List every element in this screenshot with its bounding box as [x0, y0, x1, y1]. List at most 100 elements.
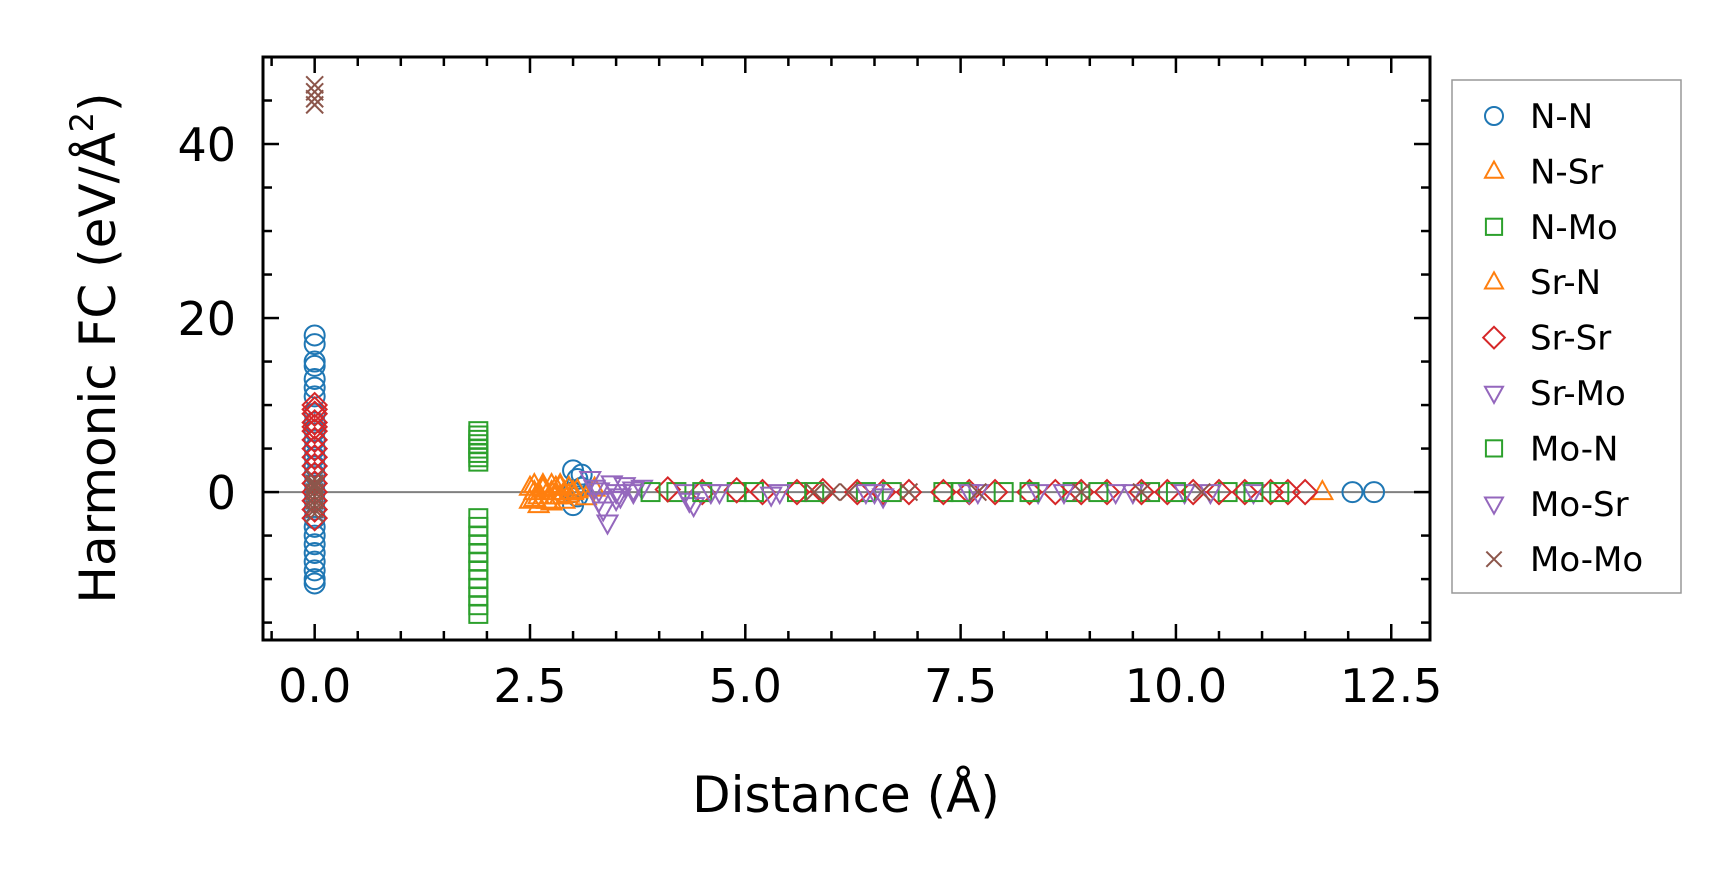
- data-point-sr-n: [565, 477, 590, 499]
- y-tick-label: 20: [177, 292, 236, 346]
- data-point-sr-mo: [604, 484, 628, 506]
- legend-marker-n-n: [1484, 106, 1504, 126]
- data-point-sr-sr: [301, 426, 329, 454]
- data-point-mo-mo: [305, 89, 324, 108]
- x-tick-label: 10.0: [1125, 659, 1227, 713]
- legend-label-n-n: N-N: [1530, 97, 1593, 137]
- legend-frame: [1451, 79, 1682, 594]
- data-point-sr-mo: [677, 492, 702, 514]
- data-point-n-n: [303, 324, 326, 347]
- data-point-mo-n: [1165, 482, 1186, 503]
- data-point-sr-sr: [1093, 478, 1121, 506]
- data-point-n-n: [303, 411, 326, 434]
- x-tick-label: 12.5: [1340, 659, 1442, 713]
- legend-marker-sr-n: [1483, 270, 1505, 290]
- legend-marker-mo-mo: [1485, 550, 1503, 568]
- data-point-mo-mo: [968, 482, 988, 502]
- legend-item-mo-mo: Mo-Mo: [1485, 540, 1643, 580]
- data-point-mo-mo: [305, 482, 324, 502]
- legend-label-sr-n: Sr-N: [1530, 263, 1601, 303]
- data-point-sr-n: [548, 473, 572, 495]
- data-point-sr-sr: [1205, 478, 1233, 506]
- data-point-n-n: [303, 402, 326, 425]
- data-point-sr-sr: [1231, 478, 1259, 506]
- legend-item-sr-n: Sr-N: [1483, 263, 1601, 303]
- data-point-sr-sr: [301, 504, 329, 532]
- data-point-n-n: [303, 533, 326, 556]
- data-point-mo-n: [1269, 482, 1290, 503]
- data-point-mo-n: [804, 482, 825, 503]
- x-tick-label: 0.0: [278, 659, 351, 713]
- data-point-n-mo: [993, 482, 1014, 503]
- data-point-n-mo: [468, 603, 489, 624]
- data-point-n-n: [303, 446, 326, 469]
- data-point-sr-sr: [301, 395, 329, 423]
- legend-marker-sr-sr: [1481, 325, 1507, 350]
- data-point-mo-mo: [1132, 482, 1151, 502]
- data-point-sr-sr: [301, 413, 329, 441]
- data-point-sr-sr: [301, 443, 329, 471]
- data-point-mo-sr: [604, 491, 628, 513]
- data-point-n-n: [303, 385, 326, 408]
- data-point-mo-n: [640, 482, 661, 503]
- legend-item-mo-n: Mo-N: [1484, 429, 1618, 469]
- data-point-n-n: [1363, 481, 1386, 504]
- data-point-sr-mo: [630, 479, 654, 501]
- data-point-sr-n: [557, 481, 581, 503]
- x-tick-label: 2.5: [493, 659, 566, 713]
- data-point-mo-n: [1088, 482, 1109, 503]
- data-point-sr-mo: [1103, 484, 1128, 506]
- legend-marker-sr-mo: [1483, 385, 1505, 405]
- data-point-mo-mo: [305, 495, 324, 515]
- data-point-n-n: [303, 428, 326, 451]
- data-point-mo-mo: [305, 95, 324, 115]
- data-point-mo-mo: [305, 75, 324, 95]
- data-point-sr-sr: [1291, 478, 1319, 506]
- data-point-sr-n: [531, 476, 555, 498]
- data-point-sr-sr: [809, 477, 837, 505]
- data-point-n-n: [303, 376, 326, 399]
- data-point-mo-sr: [1198, 484, 1223, 506]
- legend-item-n-n: N-N: [1484, 97, 1593, 137]
- x-tick-label: 5.0: [709, 659, 782, 713]
- data-point-n-n: [303, 367, 326, 390]
- data-point-mo-mo: [1192, 482, 1211, 502]
- data-point-n-n: [570, 463, 593, 486]
- data-point-n-n: [303, 559, 326, 582]
- data-point-mo-sr: [699, 484, 723, 506]
- data-point-n-n: [303, 541, 326, 564]
- data-point-sr-sr: [301, 391, 329, 419]
- data-point-mo-sr: [759, 486, 783, 508]
- data-point-sr-mo: [591, 501, 615, 523]
- data-point-sr-sr: [301, 409, 329, 436]
- data-point-n-n: [303, 454, 326, 477]
- data-point-mo-n: [1019, 482, 1040, 503]
- data-point-sr-mo: [595, 514, 620, 536]
- data-point-mo-mo: [1071, 482, 1091, 502]
- data-point-sr-mo: [582, 479, 607, 501]
- legend-label-mo-n: Mo-N: [1530, 429, 1618, 469]
- data-point-n-n: [1341, 481, 1364, 504]
- data-point-mo-n: [1243, 482, 1264, 503]
- data-point-mo-sr: [587, 482, 611, 504]
- data-point-n-n: [303, 524, 326, 547]
- legend-marker-n-sr: [1483, 159, 1505, 179]
- data-point-n-mo: [468, 451, 489, 472]
- data-point-mo-mo: [305, 475, 324, 495]
- y-axis-label-main: Harmonic FC (eV/Å: [69, 132, 127, 603]
- data-point-n-n: [303, 550, 326, 573]
- data-point-sr-sr: [301, 417, 329, 445]
- legend-item-sr-sr: Sr-Sr: [1481, 319, 1611, 359]
- y-axis-label-superscript: 2: [63, 112, 101, 132]
- y-tick-label: 0: [207, 466, 236, 520]
- data-point-n-mo: [666, 482, 687, 503]
- data-point-sr-sr: [301, 400, 329, 428]
- x-axis-label: Distance (Å): [692, 766, 1000, 824]
- data-point-sr-mo: [613, 477, 637, 499]
- legend-item-sr-mo: Sr-Mo: [1483, 374, 1626, 414]
- data-point-mo-sr: [966, 484, 990, 506]
- data-point-mo-mo: [305, 504, 324, 524]
- data-point-n-n: [303, 354, 326, 377]
- legend-label-sr-mo: Sr-Mo: [1530, 374, 1626, 414]
